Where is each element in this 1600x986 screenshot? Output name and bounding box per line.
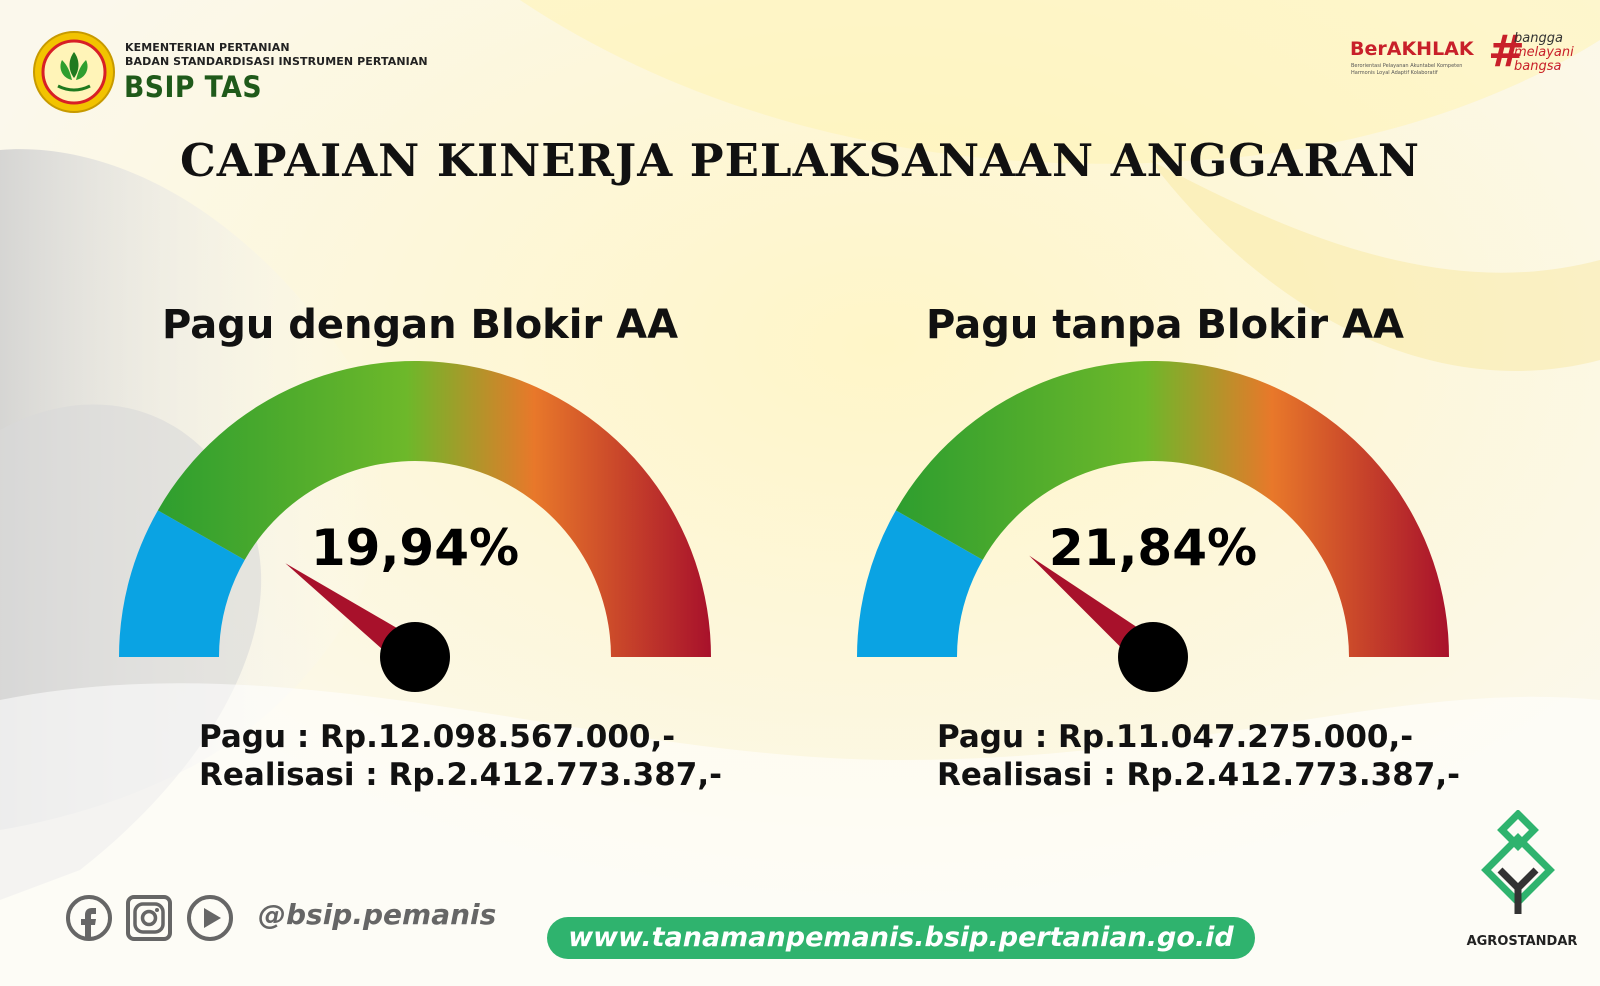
instagram-icon[interactable]	[126, 895, 172, 941]
slogan-word-1: bangga	[1514, 31, 1563, 46]
slogan-word-2: melayani	[1514, 45, 1574, 60]
berakhlak-tagline-2: Harmonis Loyal Adaptif Kolaboratif	[1351, 70, 1438, 76]
url-pill	[547, 917, 1255, 959]
agrostandar-label: AGROSTANDAR	[1466, 934, 1578, 949]
org-name: BSIP TAS	[124, 70, 262, 104]
gauge-2-hub	[1118, 622, 1188, 692]
org-line-1: KEMENTERIAN PERTANIAN	[125, 41, 290, 54]
gauge-2: 21,84%	[857, 360, 1449, 692]
gauge-2-realisasi: Realisasi : Rp.2.412.773.387,-	[937, 757, 1461, 793]
slogan-word-3: bangsa	[1514, 59, 1562, 74]
gauge-2-band-arc	[895, 360, 1449, 657]
berakhlak-tagline-1: Berorientasi Pelayanan Akuntabel Kompete…	[1351, 63, 1463, 69]
ministry-logo	[33, 31, 115, 113]
gauge-1-pagu: Pagu : Rp.12.098.567.000,-	[199, 719, 676, 755]
gauge-1-realisasi: Realisasi : Rp.2.412.773.387,-	[199, 757, 723, 793]
facebook-icon[interactable]	[66, 895, 112, 941]
gauge-2-band-blue	[857, 510, 983, 657]
website-link[interactable]: www.tanamanpemanis.bsip.pertanian.go.id	[568, 922, 1234, 953]
youtube-icon[interactable]	[187, 895, 233, 941]
bangga-melayani-logo: # bangga melayani bangsa	[1488, 26, 1598, 77]
berakhlak-logo: BerAKHLAK Berorientasi Pelayanan Akuntab…	[1350, 38, 1480, 78]
hash-mark: #	[1488, 26, 1525, 77]
gauge-2-percent: 21,84%	[1049, 519, 1257, 577]
agrostandar-logo	[1481, 810, 1555, 914]
gauge-2-title: Pagu tanpa Blokir AA	[926, 302, 1404, 348]
social-handle[interactable]: @bsip.pemanis	[258, 898, 497, 931]
gauge-1-band-arc	[157, 360, 711, 657]
gauge-1-title: Pagu dengan Blokir AA	[161, 302, 679, 348]
gauge-1-hub	[380, 622, 450, 692]
gauge-1-band-blue	[119, 510, 245, 657]
gauge-1-percent: 19,94%	[311, 519, 519, 577]
gauge-1: 19,94%	[119, 360, 711, 692]
berakhlak-word: BerAKHLAK	[1350, 38, 1474, 60]
org-line-2: BADAN STANDARDISASI INSTRUMEN PERTANIAN	[125, 55, 428, 68]
page-title: CAPAIAN KINERJA PELAKSANAAN ANGGARAN	[179, 134, 1421, 187]
gauge-2-pagu: Pagu : Rp.11.047.275.000,-	[937, 719, 1414, 755]
